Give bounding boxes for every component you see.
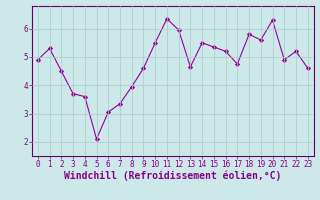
X-axis label: Windchill (Refroidissement éolien,°C): Windchill (Refroidissement éolien,°C) <box>64 171 282 181</box>
